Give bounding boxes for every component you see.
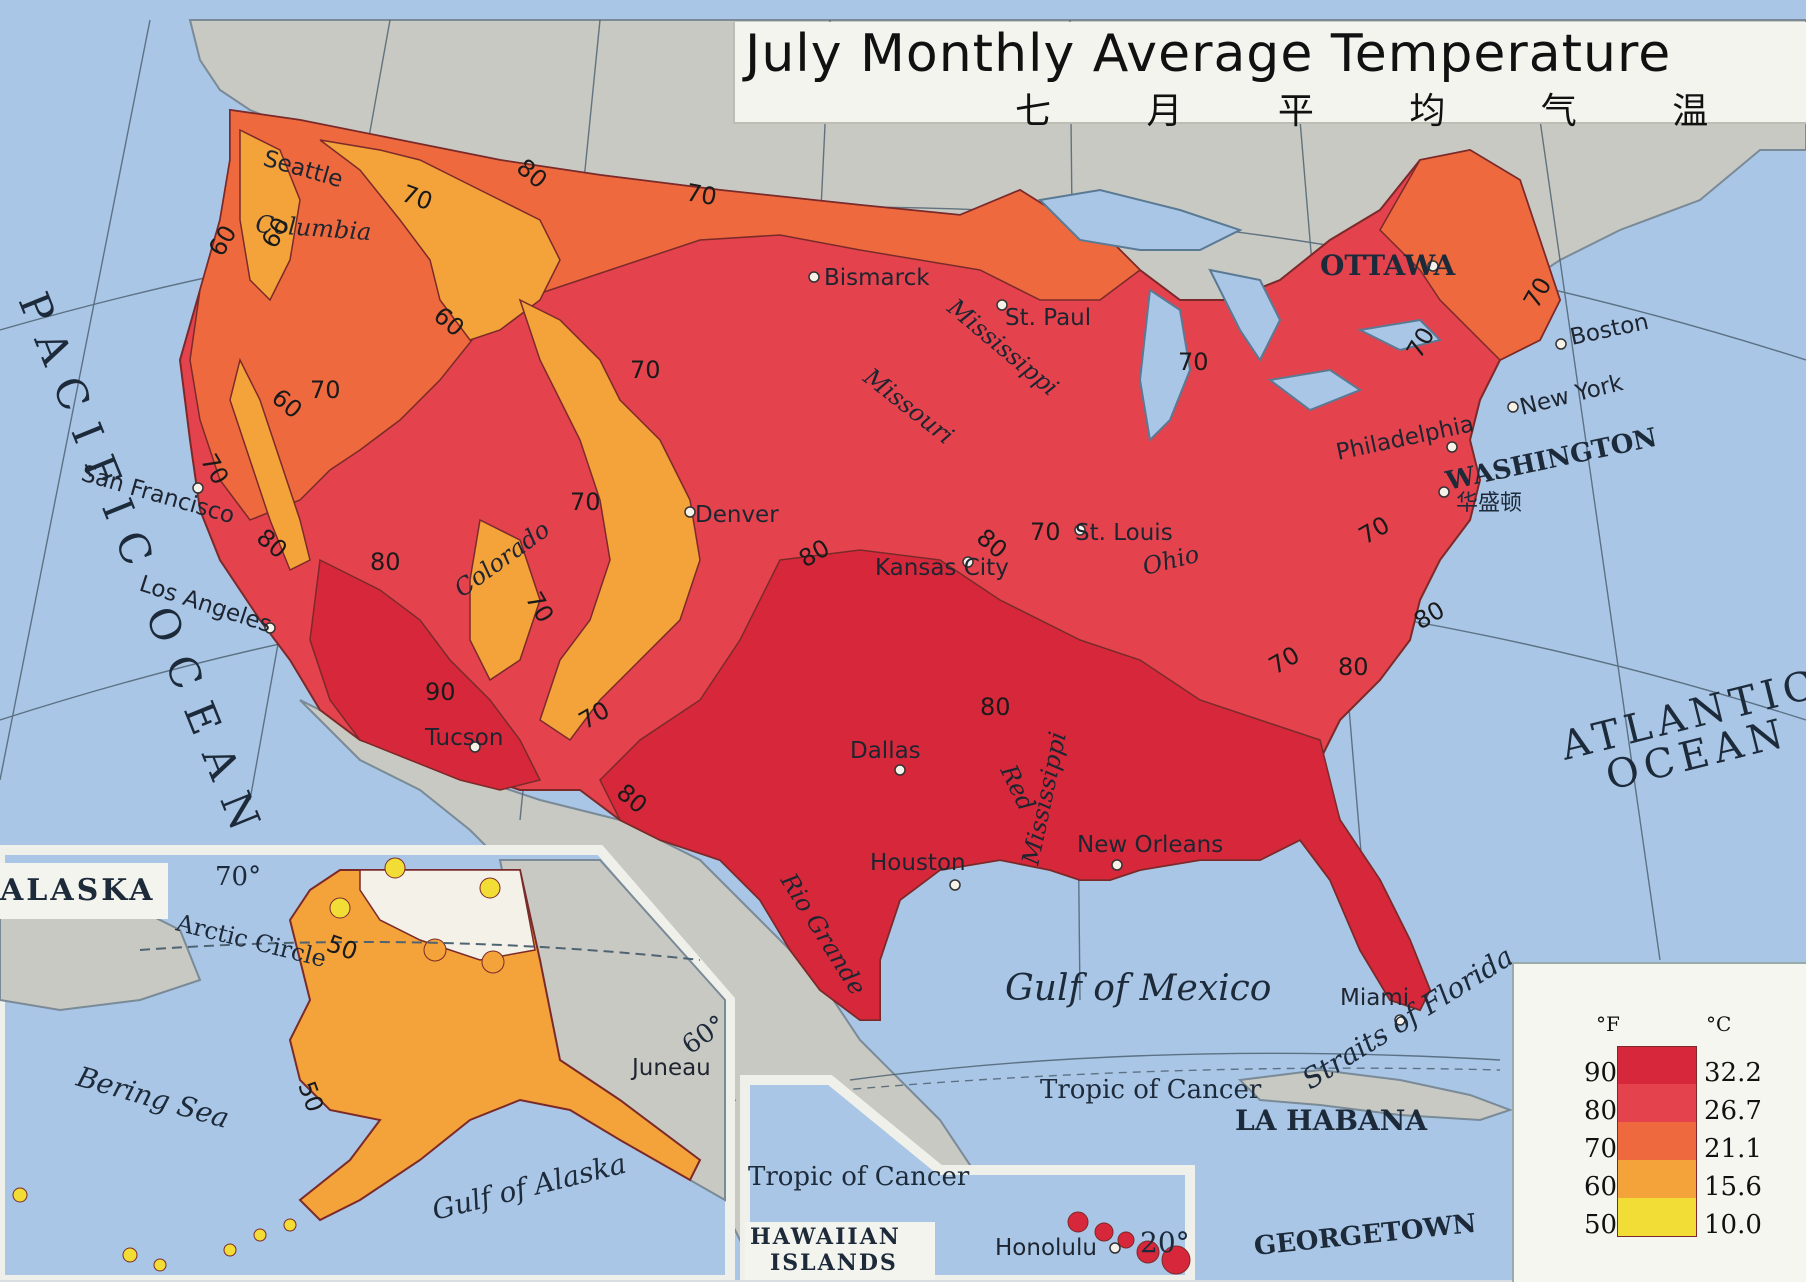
alaska-label: ALASKA: [0, 873, 155, 908]
dallas-label: Dallas: [850, 738, 921, 764]
tropic-of-cancer-label-2: Tropic of Cancer: [748, 1162, 970, 1192]
st-paul-label: St. Paul: [1005, 305, 1091, 331]
zone-60-rockies-b: [518, 298, 701, 742]
legend-swatch-50: [1617, 1198, 1697, 1237]
hawaii-islands: [1067, 1211, 1191, 1275]
zone-90-south: [599, 549, 1431, 1021]
legend-c-value: 10.0: [1704, 1210, 1762, 1240]
honolulu-label: Honolulu: [995, 1235, 1097, 1261]
juneau-label: Juneau: [630, 1055, 711, 1081]
isotherm-label-70: 70: [1030, 518, 1061, 546]
alaska-lake-dots: [423, 938, 505, 974]
legend-f-value: 80: [1584, 1096, 1618, 1126]
la-habana-label: LA HABANA: [1235, 1104, 1428, 1137]
legend-unit-c: °C: [1706, 1012, 1732, 1036]
alaska-islands: [12, 857, 501, 1272]
zone-60-colorado: [469, 518, 541, 682]
legend-c-value: 32.2: [1704, 1058, 1762, 1088]
tropic-of-cancer-label-1: Tropic of Cancer: [1040, 1075, 1262, 1105]
isotherm-label-70: 70: [310, 376, 341, 404]
legend-f-value: 50: [1584, 1210, 1618, 1240]
miami-label: Miami: [1340, 985, 1409, 1011]
alaska-land: [288, 869, 702, 1222]
isotherm-label-90: 90: [425, 678, 456, 706]
ottawa-label: OTTAWA: [1320, 249, 1457, 282]
legend-swatch-70: [1617, 1122, 1697, 1160]
isotherm-label-80: 80: [1338, 653, 1369, 681]
map-title: July Monthly Average Temperature: [745, 24, 1672, 84]
alaska-inset: [0, 845, 735, 1280]
zone-60-cascade: [239, 128, 301, 302]
hawaii-label-1: HAWAIIAN: [750, 1224, 901, 1250]
arctic-circle-line: [139, 941, 701, 961]
zone-60-sierra: [229, 357, 311, 572]
hawaii-title-box: [745, 1222, 935, 1280]
kansas-city-label: Kansas City: [875, 555, 1009, 581]
hawaii-label-2: ISLANDS: [770, 1250, 898, 1276]
zone-90-southwest: [309, 558, 542, 791]
lat-20-label: 20°: [1140, 1226, 1190, 1259]
great-lakes: [1037, 188, 1442, 443]
legend-f-value: 70: [1584, 1134, 1618, 1164]
title-box: July Monthly Average Temperature 七 月 平 均…: [733, 22, 1806, 132]
lat-70-label: 70°: [215, 862, 261, 892]
legend-c-value: 26.7: [1704, 1096, 1762, 1126]
zone-70-northeast: [1379, 149, 1561, 361]
legend-swatch-80: [1617, 1084, 1697, 1122]
isotherm-label-80: 80: [980, 693, 1011, 721]
map-title-chinese: 七 月 平 均 气 温: [1015, 91, 1751, 132]
isotherm-label-80: 80: [370, 548, 401, 576]
bismarck-label: Bismarck: [824, 265, 930, 291]
legend-unit-f: °F: [1596, 1012, 1620, 1036]
legend-f-value: 90: [1584, 1058, 1618, 1088]
legend-f-value: 60: [1584, 1172, 1618, 1202]
legend: °F °C 90 32.2 80 26.7 70 21.1 60 15.6 50 10.0: [1512, 962, 1806, 1282]
legend-c-value: 21.1: [1704, 1134, 1762, 1164]
denver-label: Denver: [695, 502, 779, 528]
isotherm-label-70: 70: [570, 488, 601, 516]
cuba-land: [1237, 1068, 1513, 1122]
isotherm-label-70: 70: [1178, 348, 1209, 376]
gulf-mexico-label: Gulf of Mexico: [1005, 968, 1271, 1009]
washington-zh-label: 华盛顿: [1456, 491, 1522, 516]
isotherm-label-70: 70: [630, 356, 661, 384]
legend-c-value: 15.6: [1704, 1172, 1762, 1202]
isotherm-label-70: 70: [684, 178, 719, 211]
houston-label: Houston: [870, 850, 966, 876]
alaska-title-box: [0, 863, 168, 919]
st-louis-label: St. Louis: [1075, 520, 1173, 546]
legend-swatch-90: [1617, 1046, 1697, 1085]
new-orleans-label: New Orleans: [1077, 832, 1223, 858]
city-markers: [192, 260, 1567, 1254]
tucson-label: Tucson: [424, 725, 503, 751]
legend-swatch-60: [1617, 1160, 1697, 1198]
zone-60-rockies-a: [319, 139, 561, 341]
